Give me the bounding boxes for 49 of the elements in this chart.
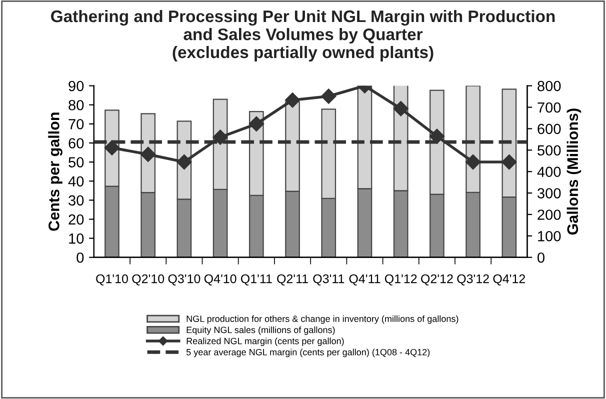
point	[176, 154, 192, 170]
point	[321, 88, 336, 104]
y-tick-label: 70	[68, 119, 84, 130]
point	[429, 128, 445, 144]
y2-tick-label: 0	[538, 252, 544, 263]
point	[502, 154, 517, 170]
point	[284, 92, 300, 108]
x-tick-label: Q1'10	[96, 274, 128, 286]
chart-title: Gathering and Processing Per Unit NGL Margin with Production and Sales Volumes by Quarter (excludes partially owned plants)	[51, 10, 555, 62]
x-tick-label: Q4'12	[493, 274, 526, 286]
x-tick-label: Q1'11	[240, 274, 272, 286]
legend-label: 5 year average NGL margin (cents per gallon) (1Q08 - 4Q12)	[186, 348, 430, 358]
y-tick-label: 10	[69, 233, 84, 244]
y-tick-label: 50	[68, 157, 84, 168]
y2-tick-label: 800	[538, 80, 561, 92]
legend-label: Realized NGL margin (cents per gallon)	[186, 338, 344, 346]
y2-tick-label: 400	[537, 166, 561, 177]
x-tick-label: Q2'12	[421, 274, 453, 286]
y-axis-title: Cents per gallon	[48, 112, 62, 231]
x-tick-label: Q1'12	[384, 274, 417, 286]
y2-tick-label: 200	[538, 210, 561, 220]
x-tick-label: Q3'10	[168, 274, 200, 286]
y-tick-label: 0	[76, 252, 84, 263]
y-tick-label: 20	[68, 214, 84, 225]
y2-tick-label: 600	[538, 124, 561, 134]
y2-tick-label: 700	[538, 102, 561, 113]
point	[465, 154, 481, 170]
point	[393, 101, 408, 116]
x-tick-label: Q2'10	[132, 274, 164, 286]
legend-label: NGL production for others & change in inventory (millions of gallons)	[186, 315, 458, 324]
y2-tick-label: 100	[538, 231, 561, 242]
x-tick-label: Q4'11	[349, 274, 380, 286]
y2-tick-label: 300	[538, 188, 561, 198]
y2-tick-label: 500	[538, 145, 561, 156]
y-tick-label: 60	[68, 138, 84, 148]
y2-axis-title: Gallons (Millions)	[566, 108, 582, 235]
point	[248, 116, 264, 132]
legend-label: Equity NGL sales (millions of gallons)	[186, 326, 335, 335]
x-tick-label: Q4'10	[204, 274, 236, 286]
x-tick-label: Q3'12	[457, 274, 489, 286]
point	[104, 140, 120, 156]
y-tick-label: 40	[68, 176, 84, 187]
point	[140, 146, 156, 162]
x-tick-label: Q3'11	[313, 274, 344, 286]
y-tick-label: 80	[68, 100, 84, 110]
x-tick-label: Q2'11	[277, 274, 308, 286]
point	[212, 130, 228, 145]
y-tick-label: 30	[68, 195, 84, 206]
y-tick-label: 90	[68, 80, 84, 92]
